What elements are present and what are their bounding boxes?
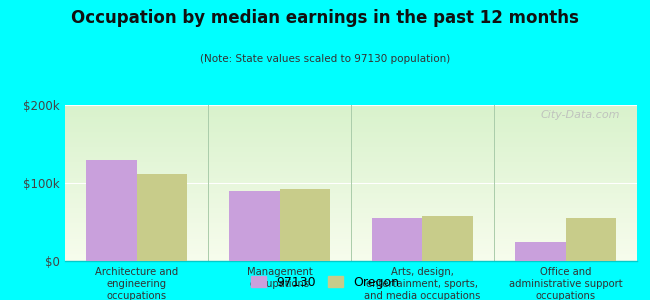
Text: (Note: State values scaled to 97130 population): (Note: State values scaled to 97130 popu…: [200, 54, 450, 64]
Text: Occupation by median earnings in the past 12 months: Occupation by median earnings in the pas…: [71, 9, 579, 27]
Bar: [86, 160, 136, 261]
Text: City-Data.com: City-Data.com: [540, 110, 620, 120]
Bar: [229, 191, 280, 261]
Bar: [372, 218, 423, 261]
Bar: [280, 189, 330, 261]
Legend: 97130, Oregon: 97130, Oregon: [246, 271, 404, 294]
Bar: [515, 242, 566, 261]
Bar: [136, 174, 187, 261]
Bar: [422, 216, 473, 261]
Bar: [566, 218, 616, 261]
